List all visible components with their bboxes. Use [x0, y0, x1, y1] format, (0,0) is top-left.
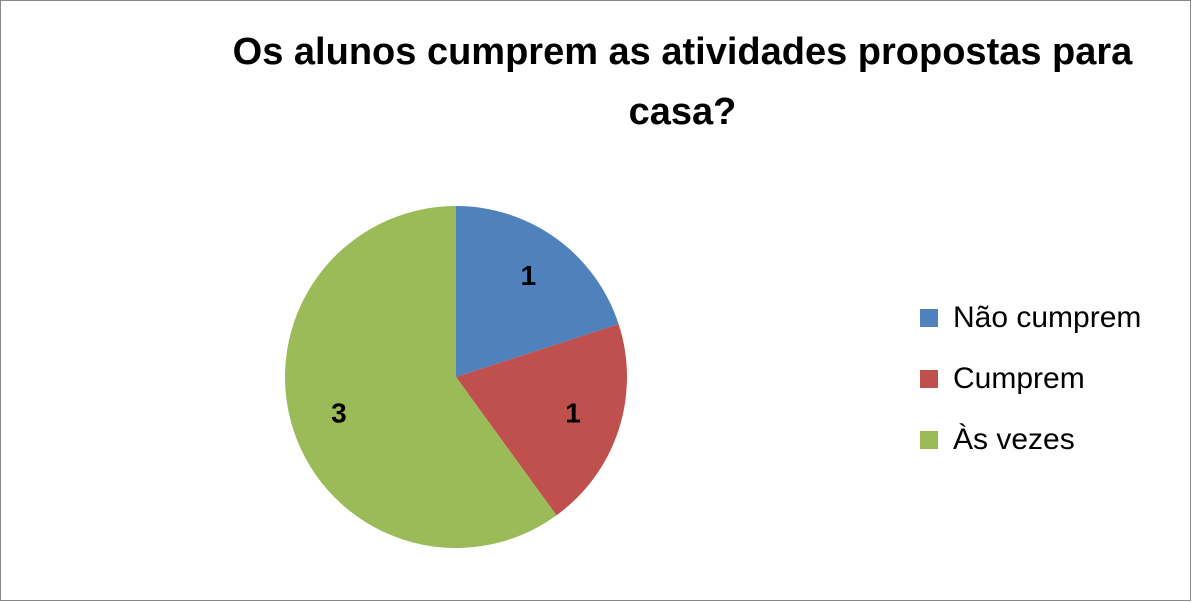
pie-slice [285, 206, 557, 548]
legend-swatch [920, 370, 938, 388]
data-label: 1 [521, 260, 537, 291]
legend-swatch [920, 431, 938, 449]
data-label: 1 [565, 397, 581, 428]
legend-swatch [920, 309, 938, 327]
legend-label: Não cumprem [953, 301, 1141, 334]
legend-label: Cumprem [953, 362, 1085, 395]
chart-title: Os alunos cumprem as atividades proposta… [232, 31, 1133, 133]
data-label: 3 [331, 397, 347, 428]
legend-label: Às vezes [953, 423, 1075, 456]
pie-slice [456, 206, 619, 377]
pie-slice [456, 324, 627, 516]
